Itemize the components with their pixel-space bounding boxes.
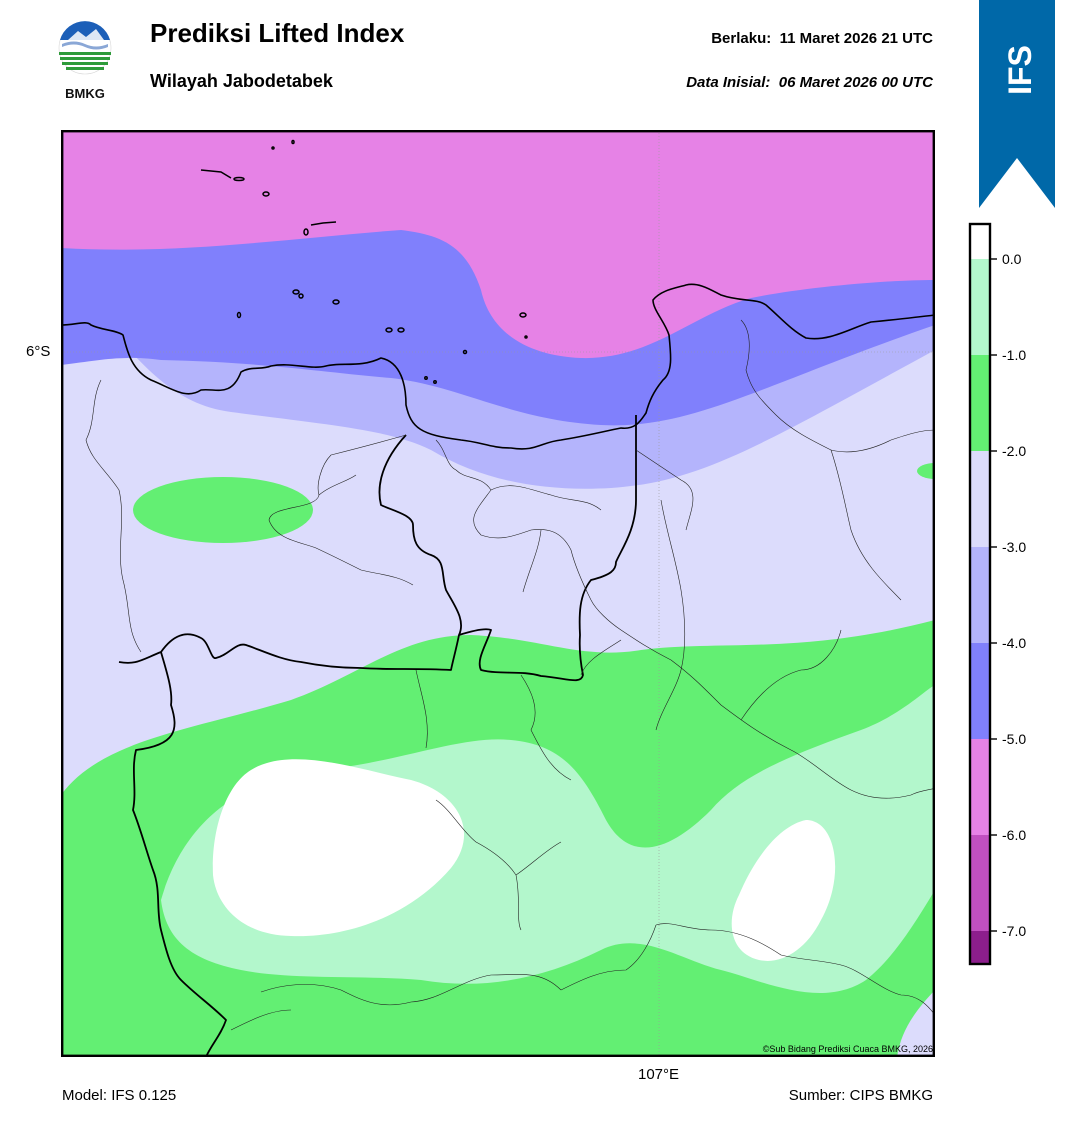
region-subtitle: Wilayah Jabodetabek [150,71,333,91]
colorbar-band [970,835,990,931]
init-value: 06 Maret 2026 00 UTC [778,74,933,91]
colorbar-tick-label: -7.0 [1002,923,1026,939]
colorbar-band [970,355,990,451]
district-boundaries [85,319,935,1031]
copyright-note: ©Sub Bidang Prediksi Cuaca BMKG, 2026 [762,1044,933,1054]
lifted-index-map [61,130,935,1057]
west-boundary [132,651,227,1057]
band-minus2-minus3-corner [897,990,935,1057]
model-label: Model: IFS 0.125 [62,1087,177,1104]
colorbar-ticks: 0.0 -1.0 -2.0 -3.0 -4.0 -5.0 -6.0 -7.0 [990,251,1026,939]
colorbar-legend: 0.0 -1.0 -2.0 -3.0 -4.0 -5.0 -6.0 -7.0 [968,222,1026,966]
kepulauan-seribu [200,139,528,384]
band-minus5-minus6 [61,130,935,359]
colorbar-tick-label: 0.0 [1002,251,1022,267]
region-boundary-south [118,633,460,671]
latitude-label: 6°S [26,343,51,360]
init-time-row: Data Inisial: 06 Maret 2026 00 UTC [560,74,933,91]
ifs-badge: IFS [979,0,1055,208]
logo-text: BMKG [65,86,105,101]
colorbar-band [970,224,990,259]
colorbar-bands [970,224,990,964]
colorbar-band [970,643,990,739]
bmkg-logo: BMKG [58,21,112,101]
band-minus1-minus2-blob [133,477,313,543]
colorbar-band [970,259,990,355]
colorbar-frame [968,222,992,966]
map-frame [61,130,935,1057]
colorbar-tick-label: -6.0 [1002,827,1026,843]
colorbar-tick-label: -2.0 [1002,443,1026,459]
colorbar-tick-label: -5.0 [1002,731,1026,747]
valid-time-row: Berlaku: 11 Maret 2026 21 UTC [560,30,933,47]
band-positive-west [212,759,465,937]
colorbar-tick-label: -1.0 [1002,347,1026,363]
page-title: Prediksi Lifted Index [150,18,405,48]
colorbar-tick-label: -4.0 [1002,635,1026,651]
colorbar-band [970,451,990,547]
colorbar-band [970,547,990,643]
java-coastline [61,283,935,450]
init-label: Data Inisial: [686,74,771,91]
valid-label: Berlaku: [711,30,772,47]
band-minus1-minus2-edge [917,463,935,479]
valid-value: 11 Maret 2026 21 UTC [779,30,933,47]
source-label: Sumber: CIPS BMKG [788,1087,933,1104]
colorbar-band [970,739,990,835]
colorbar-tick-label: -3.0 [1002,539,1026,555]
band-positive-east [731,820,836,961]
ifs-badge-label: IFS [1002,45,1038,95]
longitude-label: 107°E [638,1066,680,1083]
region-boundary [378,415,637,682]
colorbar-band [970,931,990,964]
